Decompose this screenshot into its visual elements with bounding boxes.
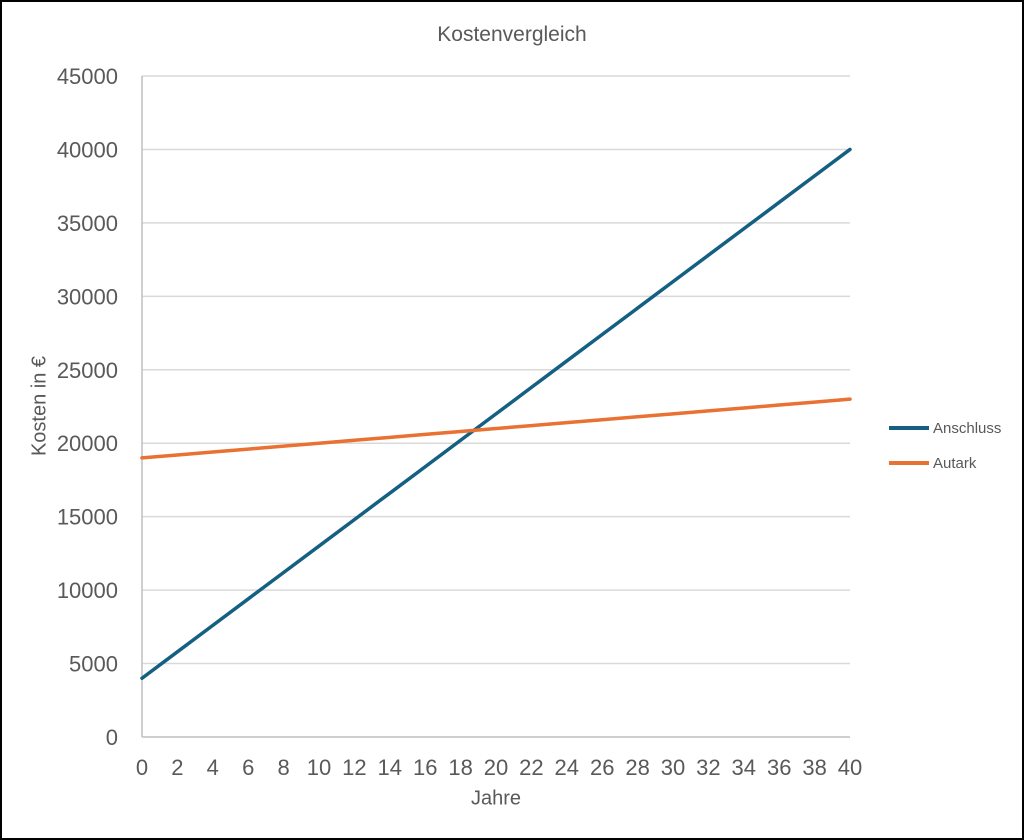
x-tick-label: 0	[136, 755, 148, 780]
autark-line-swatch	[889, 461, 929, 465]
x-tick-label: 2	[171, 755, 183, 780]
anschluss-line-swatch	[889, 426, 929, 430]
x-tick-label: 24	[555, 755, 579, 780]
series-line-autark	[140, 397, 852, 460]
x-tick-label: 30	[661, 755, 685, 780]
y-tick-label: 15000	[57, 505, 118, 530]
series-line-anschluss	[140, 147, 852, 680]
legend-item-anschluss: Anschluss	[889, 417, 1001, 439]
y-tick-label: 45000	[57, 64, 118, 89]
x-axis-title: Jahre	[470, 787, 522, 810]
legend-label-anschluss: Anschluss	[933, 419, 1002, 437]
y-tick-label: 35000	[57, 211, 118, 236]
legend-item-autark: Autark	[889, 452, 1001, 474]
x-tick-label: 34	[732, 755, 756, 780]
x-tick-label: 20	[484, 755, 508, 780]
legend: Anschluss Autark	[889, 417, 1001, 474]
y-tick-label: 30000	[57, 284, 118, 309]
x-tick-label: 38	[802, 755, 826, 780]
y-tick-label: 40000	[57, 137, 118, 162]
x-tick-label: 40	[838, 755, 862, 780]
y-tick-label: 10000	[57, 578, 118, 603]
x-tick-label: 14	[378, 755, 402, 780]
x-tick-label: 4	[207, 755, 219, 780]
y-tick-label: 25000	[57, 358, 118, 383]
legend-label-autark: Autark	[933, 454, 977, 472]
x-tick-label: 28	[625, 755, 649, 780]
x-tick-label: 18	[448, 755, 472, 780]
x-tick-label: 8	[277, 755, 289, 780]
x-tick-label: 32	[696, 755, 720, 780]
x-tick-label: 16	[413, 755, 437, 780]
y-tick-label: 5000	[69, 652, 118, 677]
x-tick-label: 26	[590, 755, 614, 780]
x-tick-label: 22	[519, 755, 543, 780]
y-tick-label: 20000	[57, 431, 118, 456]
y-tick-label: 0	[106, 725, 118, 750]
x-tick-label: 6	[242, 755, 254, 780]
x-tick-label: 12	[342, 755, 366, 780]
x-tick-label: 36	[767, 755, 791, 780]
x-tick-label: 10	[307, 755, 331, 780]
chart-title: Kostenvergleich	[437, 23, 587, 46]
